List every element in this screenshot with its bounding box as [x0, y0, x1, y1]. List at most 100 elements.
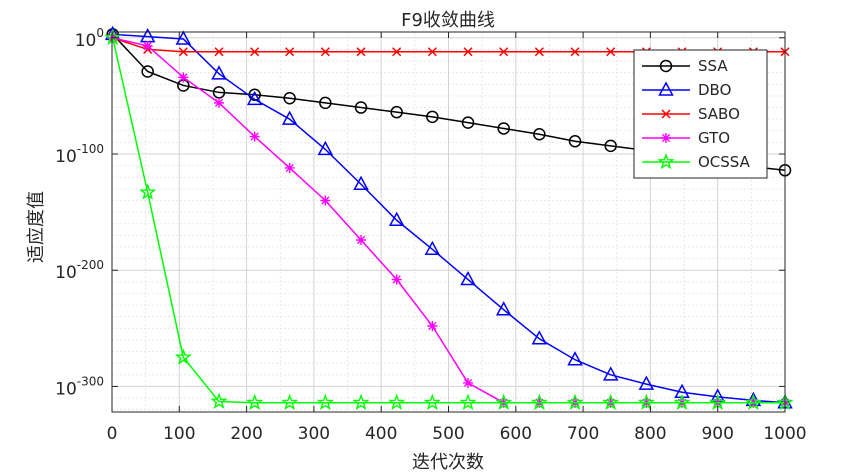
data-point-ocssa	[316, 393, 334, 411]
x-tick-label: 0	[107, 424, 118, 444]
data-point-sabo	[427, 47, 437, 57]
y-tick-label: 10-100	[55, 142, 104, 167]
data-point-gto	[356, 235, 367, 246]
legend-label-dbo: DBO	[698, 81, 731, 99]
data-point-dbo	[388, 211, 405, 227]
data-point-ssa	[568, 134, 582, 148]
y-tick-label: 100	[75, 26, 104, 51]
data-point-dbo	[495, 301, 512, 316]
data-point-gto	[427, 321, 438, 332]
data-point-sabo	[178, 47, 188, 57]
data-point-gto	[214, 97, 225, 108]
data-point-gto	[391, 274, 402, 285]
y-axis-label: 适应度值	[26, 191, 47, 263]
data-point-ocssa	[246, 393, 264, 411]
data-point-ocssa	[709, 393, 727, 411]
legend: SSA DBO SABO GTO OCSSA	[633, 49, 768, 179]
x-tick-label: 400	[365, 424, 397, 444]
x-tick-label: 800	[634, 424, 666, 444]
data-point-ocssa	[530, 393, 548, 411]
data-point-dbo	[424, 240, 441, 256]
legend-marker-ocssa	[657, 152, 675, 170]
data-point-dbo	[567, 351, 583, 366]
legend-label-sabo: SABO	[698, 105, 740, 123]
x-tick-label: 200	[230, 424, 262, 444]
data-point-sabo	[285, 47, 295, 57]
data-point-ocssa	[281, 393, 299, 411]
data-point-sabo	[250, 47, 260, 57]
data-point-sabo	[570, 47, 580, 57]
data-point-dbo	[460, 270, 476, 286]
data-point-ocssa	[602, 393, 620, 411]
data-point-dbo	[353, 175, 369, 190]
legend-marker-sabo	[661, 109, 671, 119]
data-point-ocssa	[673, 393, 691, 411]
data-point-ssa	[319, 96, 332, 110]
data-point-ocssa	[423, 393, 441, 411]
x-axis-label: 迭代次数	[412, 452, 484, 473]
data-point-ocssa	[352, 393, 370, 411]
data-point-ocssa	[495, 393, 513, 411]
x-tick-label: 900	[701, 424, 733, 444]
data-point-gto	[178, 72, 189, 83]
x-tick-label: 300	[298, 424, 330, 444]
data-point-ssa	[141, 65, 154, 78]
legend-marker-ssa	[659, 59, 673, 73]
legend-marker-dbo	[658, 81, 674, 96]
data-point-sabo	[534, 47, 544, 57]
data-point-dbo	[531, 330, 548, 345]
data-point-gto	[142, 40, 153, 51]
data-point-ssa	[283, 91, 296, 105]
data-point-ocssa	[174, 348, 192, 365]
data-point-dbo	[281, 110, 298, 125]
legend-marker-gto	[661, 133, 671, 143]
data-point-dbo	[602, 366, 619, 381]
data-point-sabo	[214, 47, 224, 57]
data-point-dbo	[175, 30, 192, 45]
legend-label-ocssa: OCSSA	[698, 153, 751, 171]
data-point-ssa	[497, 122, 510, 135]
data-point-ssa	[426, 110, 439, 124]
data-point-ssa	[390, 105, 403, 119]
x-tick-label: 700	[567, 424, 599, 444]
chart-title: F9收敛曲线	[401, 10, 495, 31]
x-tick-label: 1000	[763, 424, 806, 444]
data-point-gto	[320, 195, 331, 206]
data-point-ocssa	[566, 393, 584, 411]
data-point-sabo	[392, 47, 402, 57]
data-point-ssa	[533, 128, 546, 141]
legend-label-gto: GTO	[698, 129, 730, 147]
series-ocssa	[104, 28, 794, 411]
data-point-sabo	[606, 47, 616, 57]
data-point-dbo	[211, 65, 227, 80]
data-point-ssa	[354, 101, 368, 114]
data-point-ocssa	[637, 393, 655, 411]
y-tick-label: 10-300	[55, 374, 104, 399]
data-point-ssa	[461, 116, 475, 129]
data-point-sabo	[320, 47, 330, 57]
data-point-sabo	[356, 47, 366, 57]
x-tick-label: 100	[163, 424, 195, 444]
data-point-ocssa	[459, 393, 477, 411]
x-tick-label: 600	[500, 424, 532, 444]
data-point-ocssa	[210, 392, 228, 409]
data-point-ocssa	[744, 393, 762, 411]
data-point-dbo	[638, 375, 655, 390]
data-point-gto	[249, 131, 260, 142]
x-tick-label: 500	[432, 424, 464, 444]
data-point-sabo	[463, 47, 473, 57]
data-point-dbo	[246, 90, 263, 106]
data-point-ocssa	[104, 28, 122, 46]
axis-ticks: 0 100 200 300 400 500 600 700 800 900 1000 100 10-10…	[55, 26, 807, 444]
y-tick-label: 10-200	[55, 258, 104, 283]
data-point-ssa	[604, 139, 617, 153]
series-line-ocssa	[111, 37, 785, 404]
legend-label-ssa: SSA	[698, 57, 728, 75]
data-point-sabo	[499, 47, 509, 57]
data-point-ocssa	[139, 183, 157, 200]
data-point-ocssa	[388, 393, 406, 411]
data-point-gto	[284, 162, 295, 173]
data-point-gto	[463, 377, 474, 388]
